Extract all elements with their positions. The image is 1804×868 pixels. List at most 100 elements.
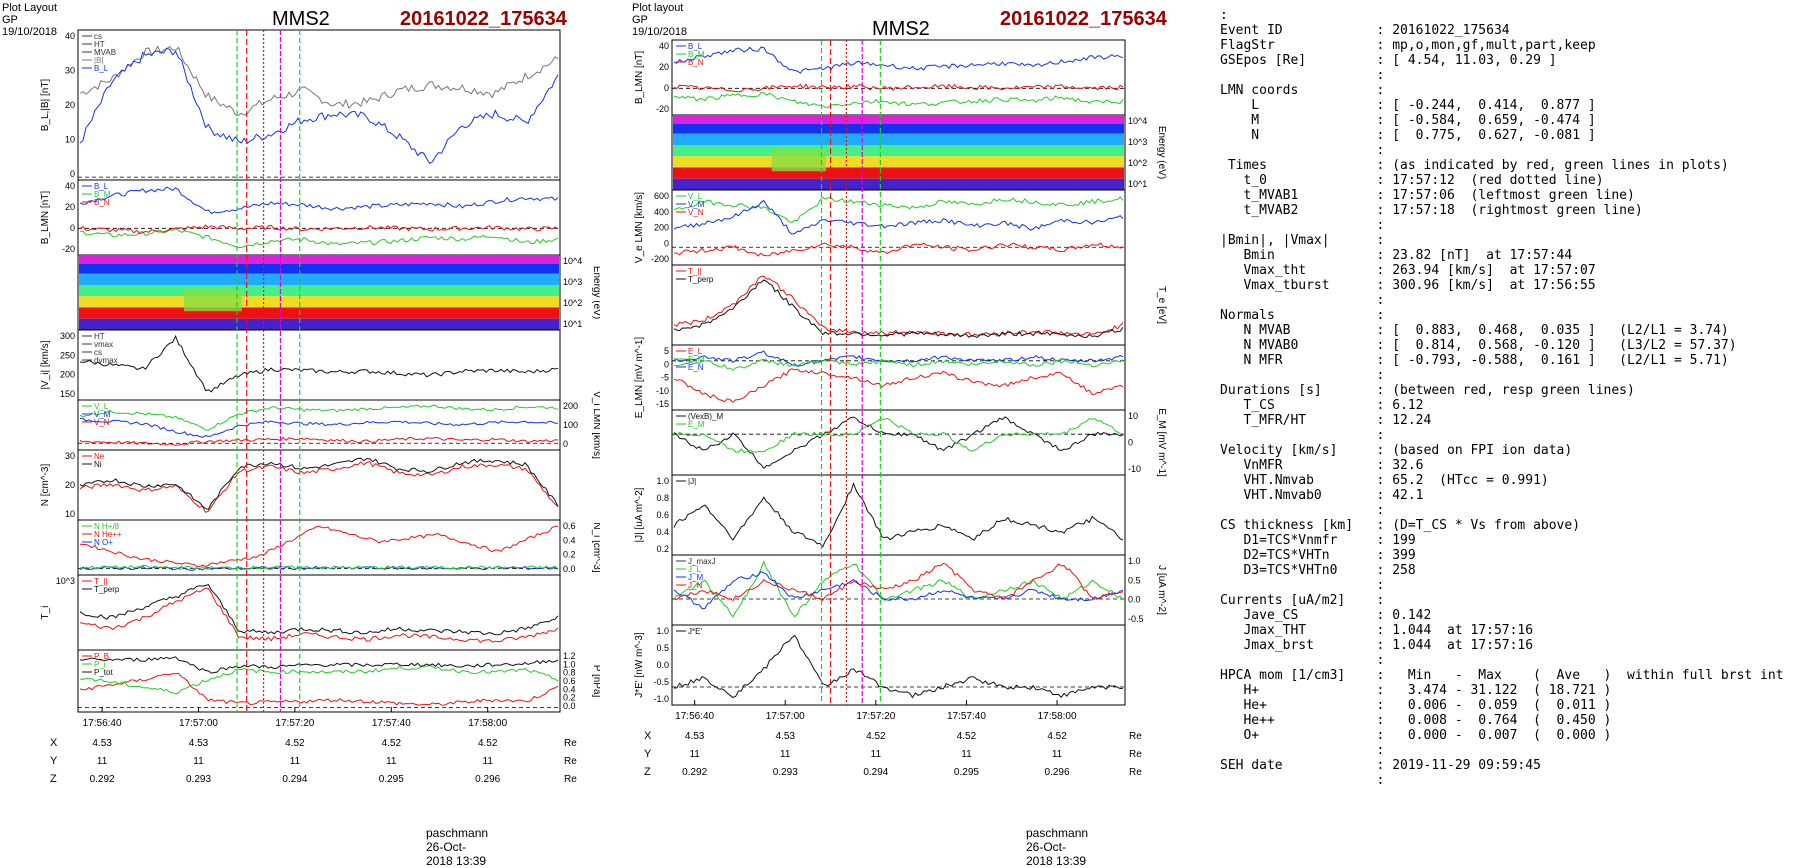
summary-value: : <box>1376 743 1385 758</box>
summary-value: : 42.1 <box>1376 488 1424 503</box>
summary-value: : <box>1376 83 1385 98</box>
y-tick-label: 0.2 <box>563 693 576 703</box>
legend-entry: B_M <box>688 50 705 59</box>
legend-entry: B_N <box>94 198 110 207</box>
series-line-V_L <box>79 404 559 431</box>
summary-key: CS thickness [km] <box>1220 518 1377 533</box>
series-line-B_M <box>79 228 559 249</box>
summary-row: : <box>1220 8 1800 23</box>
event-summary: : Event ID : 20161022_175634 FlagStr : mp… <box>1220 8 1800 788</box>
position-value: 11 <box>871 749 882 760</box>
legend-entry: B_L <box>688 42 703 51</box>
x-tick-label: 17:57:00 <box>766 711 805 722</box>
position-value: 0.296 <box>475 774 500 785</box>
summary-value: : Min - Max ( Ave ) within full brst int <box>1376 668 1784 683</box>
position-value: 0.294 <box>282 774 307 785</box>
y-tick-label: 0.5 <box>1128 575 1141 585</box>
summary-value: : 12.24 <box>1376 413 1432 428</box>
summary-value: : (between red, resp green lines) <box>1376 383 1635 398</box>
summary-key: Currents [uA/m2] <box>1220 593 1377 608</box>
series-line-P_B <box>79 672 559 706</box>
summary-row: D3=TCS*VHTn0 : 258 <box>1220 563 1800 578</box>
summary-key: SEH date <box>1220 758 1377 773</box>
legend-entry: V_M <box>94 410 111 419</box>
series-line-J*E' <box>673 634 1124 699</box>
summary-key <box>1220 143 1377 158</box>
spectrogram-band <box>673 156 1124 168</box>
summary-value: : 0.142 <box>1376 608 1432 623</box>
position-value: 0.295 <box>379 774 404 785</box>
y-tick-label: -1.0 <box>653 694 669 704</box>
summary-row: Currents [uA/m2] : <box>1220 593 1800 608</box>
y-axis-label: J*E' [nW m^-3] <box>634 632 645 698</box>
y-tick-label: 0.8 <box>656 493 669 503</box>
summary-value: : <box>1376 308 1385 323</box>
y-axis-label: B_LMN [nT] <box>40 191 51 245</box>
legend-entry: N He++ <box>94 530 122 539</box>
legend-entry: MVAB <box>94 48 116 57</box>
legend-entry: HT <box>94 332 105 341</box>
y-axis-label: T_i <box>40 606 51 620</box>
summary-value: : 258 <box>1376 563 1416 578</box>
x-tick-label: 17:57:20 <box>856 711 895 722</box>
legend-entry: P_tot <box>94 668 113 677</box>
summary-row: : <box>1220 293 1800 308</box>
series-line-P_tot <box>79 656 559 674</box>
y-tick-label: 0.4 <box>563 684 576 694</box>
summary-value: : 300.96 [km/s] at 17:56:55 <box>1376 278 1596 293</box>
summary-row: Jave_CS : 0.142 <box>1220 608 1800 623</box>
summary-value: : 32.6 <box>1376 458 1424 473</box>
panel-4: 5 0 -5 -10 -15 E_LMN [mV m^-1] E_LE_ME_N <box>634 337 1126 418</box>
legend-entry: V_M <box>688 200 705 209</box>
summary-row: : <box>1220 503 1800 518</box>
panel-frame <box>77 649 561 713</box>
y-tick-label: 20 <box>65 480 75 490</box>
y-tick-label: 100 <box>563 420 578 430</box>
summary-value: : <box>1376 143 1385 158</box>
summary-key: Jave_CS <box>1220 608 1377 623</box>
legend-entry: V_N <box>688 208 704 217</box>
position-row-label: X <box>50 737 58 749</box>
position-value: 0.296 <box>1045 767 1070 778</box>
y-tick-label: 40 <box>65 181 75 191</box>
summary-value: : 20161022_175634 <box>1376 23 1510 38</box>
summary-row: |Bmin|, |Vmax| : <box>1220 233 1800 248</box>
summary-value: : [ 4.54, 11.03, 0.29 ] <box>1376 53 1557 68</box>
summary-row: t_MVAB2 : 17:57:18 (rightmost green line… <box>1220 203 1800 218</box>
summary-value: : [ 0.883, 0.468, 0.035 ] (L2/L1 = 3.74) <box>1376 323 1729 338</box>
y-tick-label: 0 <box>664 238 669 248</box>
y-tick-label: 1.0 <box>563 659 576 669</box>
summary-row: : <box>1220 68 1800 83</box>
y-tick-label: 20 <box>65 100 75 110</box>
legend-entry: B_L <box>94 64 109 73</box>
summary-key: VHT.Nmvab0 <box>1220 488 1377 503</box>
position-value: 4.53 <box>92 738 112 749</box>
position-value: 4.52 <box>866 731 886 742</box>
spectrogram-band <box>79 296 559 308</box>
left-credit: paschmann 26-Oct-2018 13:39 <box>426 826 489 868</box>
y-tick-label: -0.5 <box>653 677 669 687</box>
summary-key: Event ID <box>1220 23 1377 38</box>
y-tick-label: 200 <box>563 401 578 411</box>
panel-4: 200 100 0 V_i LMN [km/s] V_LV_MV_N <box>77 391 600 459</box>
summary-value: : 65.2 (HTcc = 0.991) <box>1376 473 1549 488</box>
position-value: 11 <box>483 756 494 767</box>
panel-8: 1.0 0.5 0.0 -0.5 -1.0 J*E' [nW m^-3] J*E' <box>634 624 1126 706</box>
summary-value: : 399 <box>1376 548 1416 563</box>
summary-value: : [ 0.814, 0.568, -0.120 ] (L3/L2 = 57.3… <box>1376 338 1737 353</box>
spectrogram-band <box>79 255 559 264</box>
position-unit: Re <box>564 738 577 749</box>
summary-value: : 0.006 - 0.059 ( 0.011 ) <box>1376 698 1612 713</box>
y-tick-label: 150 <box>60 389 75 399</box>
summary-row: FlagStr : mp,o,mon,gf,mult,part,keep <box>1220 38 1800 53</box>
series-line-B_L <box>673 46 1124 74</box>
series-line-|J| <box>673 481 1124 548</box>
summary-key: N MVAB <box>1220 323 1377 338</box>
summary-row: GSEpos [Re] : [ 4.54, 11.03, 0.29 ] <box>1220 53 1800 68</box>
summary-value: : (D=T_CS * Vs from above) <box>1376 518 1581 533</box>
legend-entry: cs <box>94 32 102 41</box>
series-line-V_M <box>673 199 1124 235</box>
y-tick-label: 10^2 <box>1128 158 1147 168</box>
summary-row: He++ : 0.008 - 0.764 ( 0.450 ) <box>1220 713 1800 728</box>
